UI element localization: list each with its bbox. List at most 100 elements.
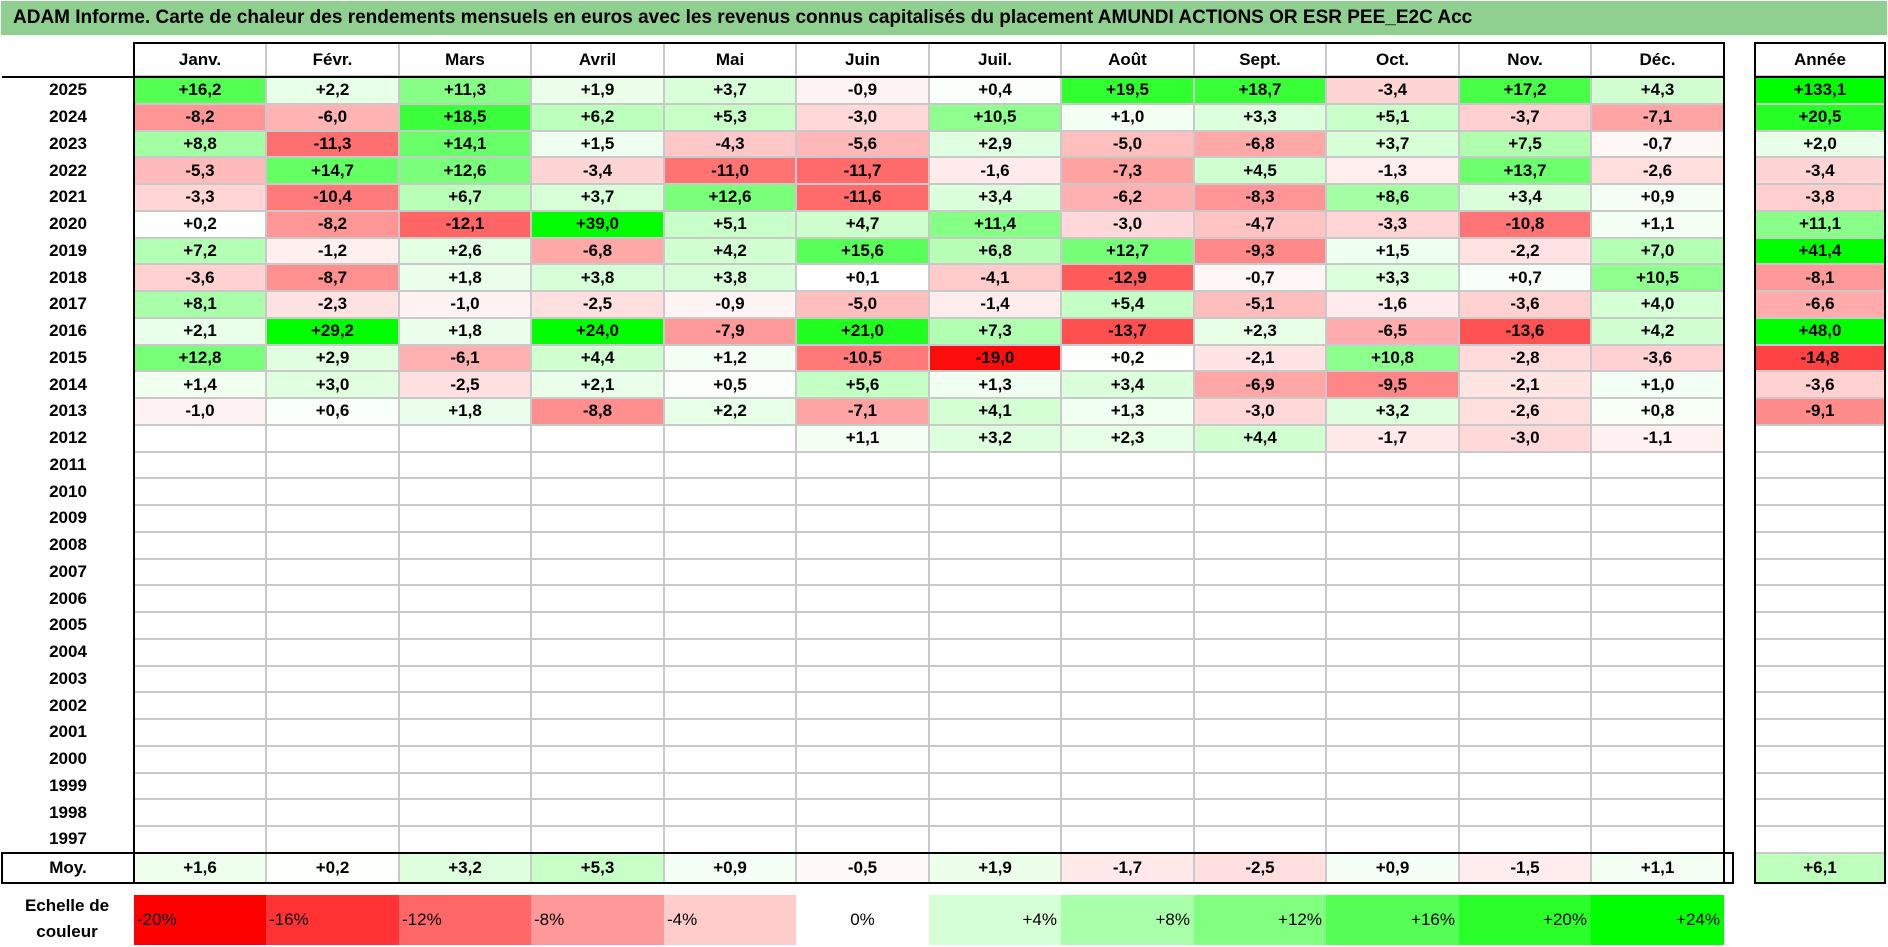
- heatmap-cell: [1591, 558, 1724, 586]
- annual-cell: [1755, 799, 1885, 826]
- heatmap-cell: +15,6: [796, 237, 929, 265]
- heatmap-cell: [1459, 719, 1591, 746]
- heatmap-cell: [796, 772, 929, 800]
- heatmap-cell: +6,2: [531, 103, 664, 131]
- heatmap-cell: [134, 585, 266, 612]
- heatmap-cell: [929, 531, 1061, 559]
- heatmap-cell: [134, 772, 266, 800]
- heatmap-cell: [1061, 772, 1194, 800]
- heatmap-cell: [134, 451, 266, 479]
- heatmap-cell: -0,7: [1591, 130, 1724, 158]
- heatmap-cell: [399, 719, 531, 746]
- heatmap-cell: -3,0: [796, 103, 929, 131]
- heatmap-cell: [531, 478, 664, 505]
- heatmap-cell: [1326, 478, 1459, 505]
- heatmap-cell: [1061, 451, 1194, 479]
- average-cell: -0,5: [796, 853, 929, 883]
- scale-swatch: -12%: [399, 895, 531, 945]
- heatmap-cell: [1061, 585, 1194, 612]
- annual-cell: [1755, 745, 1885, 773]
- heatmap-cell: -11,0: [664, 157, 796, 184]
- heatmap-cell: [266, 826, 399, 853]
- heatmap-cell: -2,5: [531, 291, 664, 318]
- heatmap-cell: [1459, 638, 1591, 666]
- heatmap-cell: [134, 692, 266, 719]
- heatmap-cell: [1591, 692, 1724, 719]
- month-header: Déc.: [1591, 43, 1724, 76]
- month-header: Mai: [664, 43, 796, 76]
- heatmap-cell: [266, 424, 399, 452]
- annual-cell: [1755, 505, 1885, 532]
- heatmap-cell: -1,4: [929, 291, 1061, 318]
- heatmap-cell: [796, 638, 929, 666]
- heatmap-cell: [929, 585, 1061, 612]
- month-header: Mars: [399, 43, 531, 76]
- heatmap-cell: [531, 424, 664, 452]
- heatmap-cell: [134, 719, 266, 746]
- average-cell: +0,2: [266, 853, 399, 883]
- heatmap-cell: -3,4: [531, 157, 664, 184]
- heatmap-cell: -6,2: [1061, 184, 1194, 211]
- heatmap-cell: [1194, 638, 1326, 666]
- heatmap-cell: [1591, 638, 1724, 666]
- heatmap-cell: [1194, 612, 1326, 639]
- heatmap-cell: -4,1: [929, 264, 1061, 291]
- year-label: 2004: [2, 638, 134, 666]
- heatmap-cell: -5,3: [134, 157, 266, 184]
- heatmap-cell: [796, 826, 929, 853]
- heatmap-cell: [531, 745, 664, 773]
- heatmap-cell: -1,6: [929, 157, 1061, 184]
- heatmap-cell: +1,5: [531, 130, 664, 158]
- heatmap-cell: +3,7: [531, 184, 664, 211]
- heatmap-cell: -5,0: [796, 291, 929, 318]
- heatmap-cell: -10,8: [1459, 210, 1591, 238]
- year-label: 2016: [2, 317, 134, 345]
- heatmap-cell: -6,9: [1194, 371, 1326, 398]
- heatmap-cell: [1591, 531, 1724, 559]
- heatmap-cell: [134, 638, 266, 666]
- annual-cell: -14,8: [1755, 344, 1885, 372]
- year-label: 2012: [2, 424, 134, 452]
- heatmap-cell: -3,0: [1194, 398, 1326, 425]
- heatmap-cell: -8,3: [1194, 184, 1326, 211]
- scale-swatch: +24%: [1591, 895, 1724, 945]
- heatmap-cell: [1194, 478, 1326, 505]
- annual-cell: [1755, 585, 1885, 612]
- average-cell: -2,5: [1194, 853, 1326, 883]
- heatmap-cell: +4,7: [796, 210, 929, 238]
- month-header: Oct.: [1326, 43, 1459, 76]
- year-label: 2013: [2, 398, 134, 425]
- heatmap-cell: [1061, 692, 1194, 719]
- heatmap-cell: +2,1: [134, 317, 266, 345]
- heatmap-cell: [929, 799, 1061, 826]
- heatmap-cell: [531, 826, 664, 853]
- year-label: 2006: [2, 585, 134, 612]
- heatmap-cell: [929, 612, 1061, 639]
- heatmap-cell: [796, 745, 929, 773]
- heatmap-cell: [399, 531, 531, 559]
- heatmap-cell: [664, 558, 796, 586]
- month-header: Avril: [531, 43, 664, 76]
- heatmap-cell: +0,8: [1591, 398, 1724, 425]
- scale-swatch: -8%: [531, 895, 664, 945]
- heatmap-cell: [266, 772, 399, 800]
- heatmap-cell: [1459, 531, 1591, 559]
- heatmap-cell: [134, 424, 266, 452]
- heatmap-cell: +8,8: [134, 130, 266, 158]
- heatmap-cell: [531, 638, 664, 666]
- year-label: 2024: [2, 103, 134, 131]
- annual-cell: +48,0: [1755, 317, 1885, 345]
- heatmap-cell: +1,8: [399, 264, 531, 291]
- heatmap-cell: -0,7: [1194, 264, 1326, 291]
- heatmap-cell: [1326, 638, 1459, 666]
- heatmap-cell: [399, 638, 531, 666]
- heatmap-cell: +13,7: [1459, 157, 1591, 184]
- heatmap-cell: +12,7: [1061, 237, 1194, 265]
- heatmap-cell: +1,9: [531, 77, 664, 104]
- heatmap-cell: +4,4: [531, 344, 664, 372]
- annual-cell: +41,4: [1755, 237, 1885, 265]
- heatmap-cell: +1,8: [399, 398, 531, 425]
- heatmap-cell: -3,3: [134, 184, 266, 211]
- heatmap-cell: [929, 692, 1061, 719]
- heatmap-cell: [266, 799, 399, 826]
